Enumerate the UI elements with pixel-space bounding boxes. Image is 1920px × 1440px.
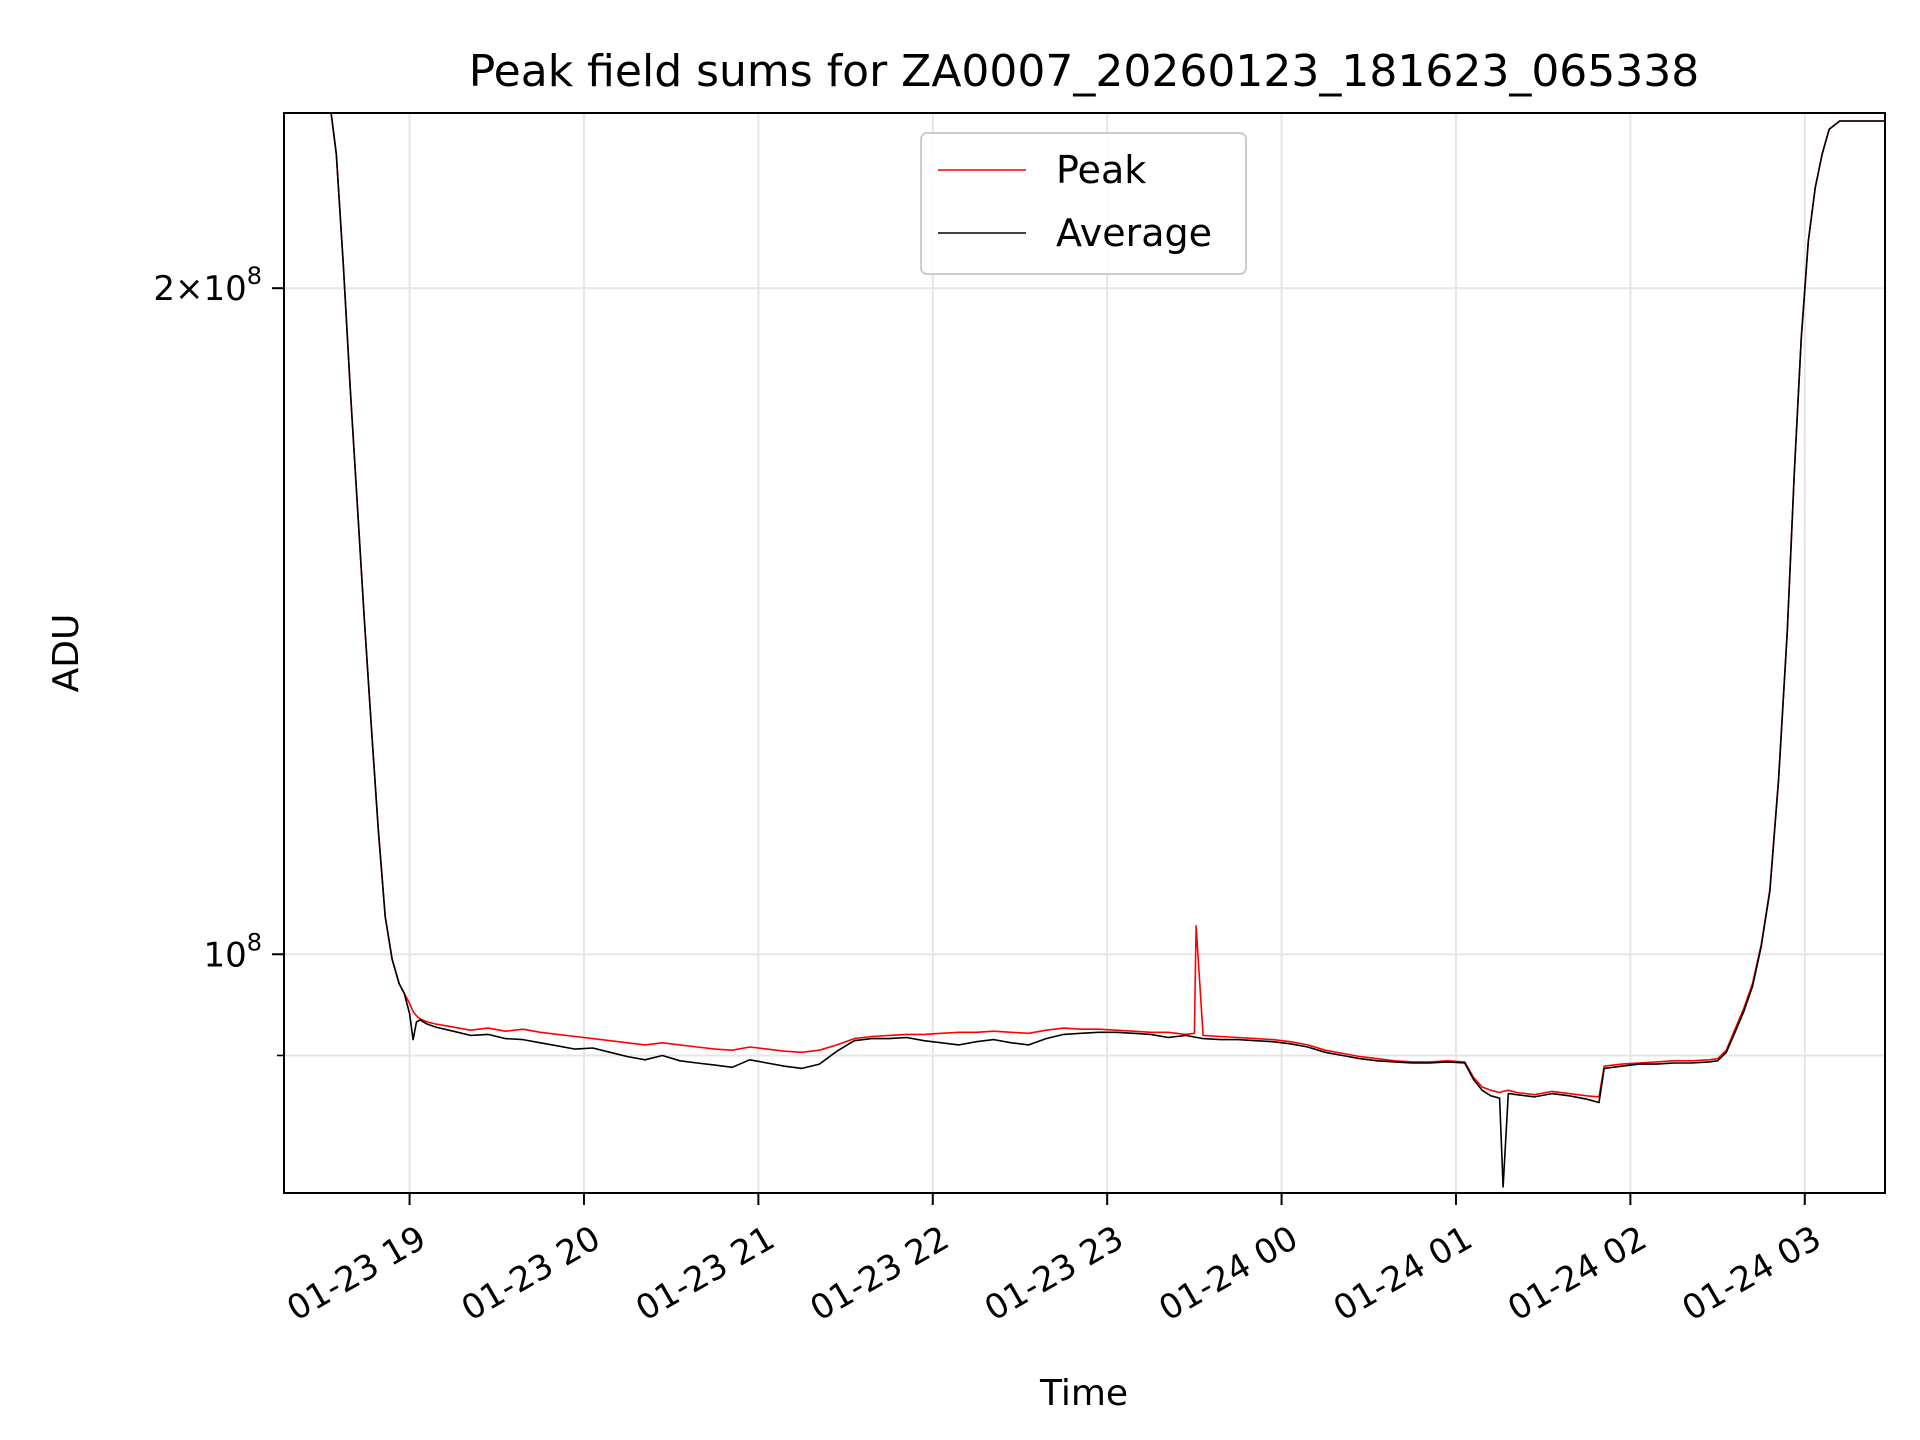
series-lines — [284, 113, 1885, 1188]
x-axis-label: Time — [1039, 1373, 1128, 1414]
legend-label-average: Average — [1056, 211, 1212, 255]
y-tick-label-exp: 8 — [247, 262, 262, 290]
y-tick-label-base: 10 — [203, 935, 246, 975]
legend-label-peak: Peak — [1056, 148, 1146, 192]
y-tick-label: 108 — [203, 928, 262, 975]
y-tick-label-base: 10 — [203, 269, 246, 309]
legend: Peak Average — [920, 132, 1247, 275]
y-tick-label-prefix: 2× — [153, 269, 203, 309]
series-line-peak — [284, 113, 1885, 1098]
legend-box — [920, 132, 1247, 275]
y-tick-label-exp: 8 — [247, 928, 262, 956]
chart-title: Peak field sums for ZA0007_20260123_1816… — [469, 46, 1700, 97]
plot-frame — [283, 112, 1886, 1194]
series-line-average — [284, 113, 1885, 1188]
y-tick-label: 2×108 — [153, 262, 262, 309]
y-axis-label: ADU — [46, 614, 87, 693]
